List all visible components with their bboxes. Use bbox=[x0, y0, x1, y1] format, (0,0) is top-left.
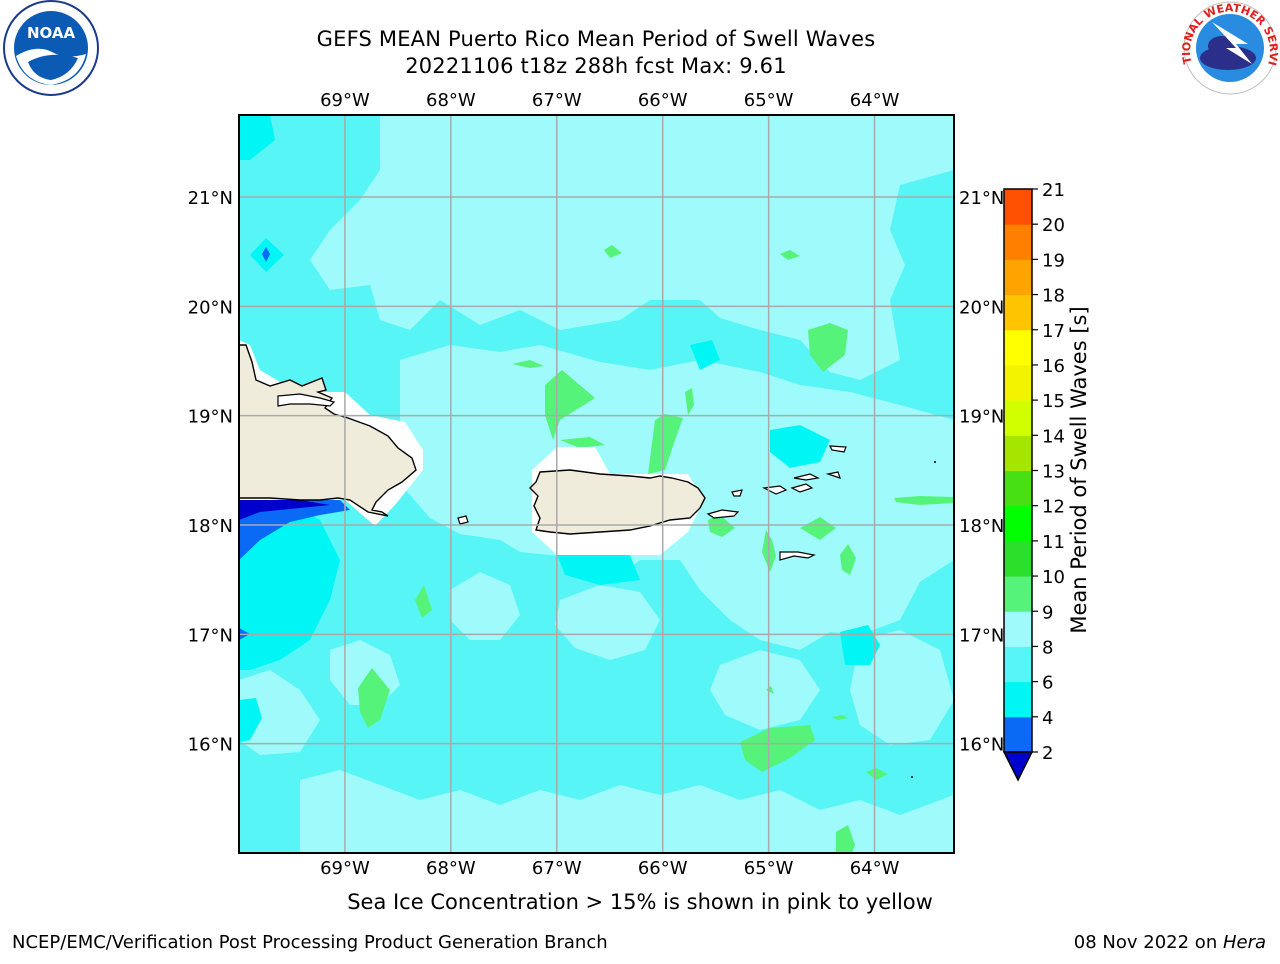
chart-title: GEFS MEAN Puerto Rico Mean Period of Swe… bbox=[316, 27, 876, 51]
colorbar-segment bbox=[1004, 259, 1032, 296]
land-hispaniola bbox=[239, 344, 417, 517]
colorbar-tick-label: 18 bbox=[1042, 286, 1065, 307]
colorbar-tick-label: 20 bbox=[1042, 215, 1065, 236]
bay-samana bbox=[277, 393, 336, 407]
colorbar-tick-label: 6 bbox=[1042, 673, 1053, 694]
colorbar-tick-label: 9 bbox=[1042, 602, 1053, 623]
lon-label: 66°W bbox=[638, 90, 688, 111]
branch-credit: NCEP/EMC/Verification Post Processing Pr… bbox=[12, 932, 608, 953]
colorbar-tick-label: 2 bbox=[1042, 743, 1053, 764]
colorbar-segment bbox=[1004, 681, 1032, 718]
colorbar-label: Mean Period of Swell Waves [s] bbox=[1067, 306, 1091, 634]
colorbar-tick-label: 14 bbox=[1042, 426, 1065, 447]
colorbar-ticks: 2 4 6 8 9 10 11 12 13 14 15 16 17 18 19 20 21 bbox=[1032, 180, 1065, 764]
colorbar-tick-label: 13 bbox=[1042, 462, 1065, 483]
colorbar-tick-label: 10 bbox=[1042, 567, 1065, 588]
colorbar-segment bbox=[1004, 646, 1032, 683]
colorbar-segment bbox=[1004, 505, 1032, 542]
lat-label: 18°N bbox=[188, 516, 233, 537]
lon-label: 64°W bbox=[850, 90, 900, 111]
colorbar-segment bbox=[1004, 364, 1032, 401]
chart-subtitle: 20221106 t18z 288h fcst Max: 9.61 bbox=[405, 54, 787, 78]
swell-band-4-6 bbox=[239, 500, 350, 560]
lat-label: 16°N bbox=[188, 735, 233, 756]
colorbar-tick-label: 12 bbox=[1042, 497, 1065, 518]
lat-label: 19°N bbox=[959, 407, 1004, 428]
lat-label: 18°N bbox=[959, 516, 1004, 537]
lat-label: 21°N bbox=[188, 188, 233, 209]
colorbar-tick-label: 17 bbox=[1042, 321, 1065, 342]
lat-label: 19°N bbox=[188, 407, 233, 428]
lon-label: 67°W bbox=[532, 90, 582, 111]
colorbar-tick-label: 16 bbox=[1042, 356, 1065, 377]
noaa-logo: NOAA bbox=[3, 0, 99, 96]
lon-label: 65°W bbox=[744, 90, 794, 111]
lat-label: 20°N bbox=[188, 297, 233, 318]
lon-label: 65°W bbox=[744, 858, 794, 879]
lon-label: 64°W bbox=[850, 858, 900, 879]
swell-band-2-4 bbox=[239, 500, 330, 520]
lat-label: 21°N bbox=[959, 188, 1004, 209]
colorbar-tick-label: 11 bbox=[1042, 532, 1065, 553]
noaa-wordmark: NOAA bbox=[27, 24, 76, 42]
host-name: Hera bbox=[1222, 932, 1266, 953]
lat-label: 17°N bbox=[959, 625, 1004, 646]
lat-labels-right: 21°N 20°N 19°N 18°N 17°N 16°N bbox=[959, 188, 1004, 756]
colorbar-segment bbox=[1004, 294, 1032, 331]
lon-labels-bottom: 69°W 68°W 67°W 66°W 65°W 64°W bbox=[320, 858, 900, 879]
colorbar-segment bbox=[1004, 576, 1032, 612]
colorbar-segment bbox=[1004, 224, 1032, 260]
gridlines bbox=[239, 115, 954, 853]
colorbar-segment bbox=[1004, 435, 1032, 471]
date-text: 08 Nov 2022 on bbox=[1073, 932, 1223, 953]
colorbar-tick-label: 8 bbox=[1042, 637, 1053, 658]
lat-labels-left: 21°N 20°N 19°N 18°N 17°N 16°N bbox=[188, 188, 233, 756]
lon-labels-top: 69°W 68°W 67°W 66°W 65°W 64°W bbox=[320, 90, 900, 111]
colorbar-tick-label: 15 bbox=[1042, 391, 1065, 412]
lat-label: 20°N bbox=[959, 297, 1004, 318]
sea-ice-note: Sea Ice Concentration > 15% is shown in … bbox=[347, 890, 933, 914]
colorbar-segment bbox=[1004, 540, 1032, 577]
lon-label: 69°W bbox=[320, 90, 370, 111]
land-puerto-rico bbox=[529, 469, 706, 535]
date-stamp: 08 Nov 2022 on Hera bbox=[1074, 932, 1266, 953]
lon-label: 67°W bbox=[532, 858, 582, 879]
colorbar-tick-label: 19 bbox=[1042, 250, 1065, 271]
lon-label: 68°W bbox=[426, 858, 476, 879]
colorbar-segment bbox=[1004, 470, 1032, 507]
lat-label: 16°N bbox=[959, 735, 1004, 756]
colorbar bbox=[1002, 188, 1034, 782]
colorbar-segment bbox=[1004, 329, 1032, 366]
colorbar-segment bbox=[1004, 400, 1032, 436]
map-area bbox=[239, 115, 954, 853]
colorbar-segment bbox=[1004, 189, 1032, 225]
colorbar-tick-label: 21 bbox=[1042, 180, 1065, 201]
colorbar-segment bbox=[1004, 716, 1032, 753]
small-islands bbox=[457, 445, 847, 561]
lon-label: 68°W bbox=[426, 90, 476, 111]
lon-label: 66°W bbox=[638, 858, 688, 879]
lon-label: 69°W bbox=[320, 858, 370, 879]
lat-label: 17°N bbox=[188, 625, 233, 646]
colorbar-segment bbox=[1004, 611, 1032, 647]
map-frame bbox=[238, 114, 955, 854]
colorbar-tick-label: 4 bbox=[1042, 708, 1053, 729]
colorbar-under-arrow bbox=[1002, 751, 1034, 782]
